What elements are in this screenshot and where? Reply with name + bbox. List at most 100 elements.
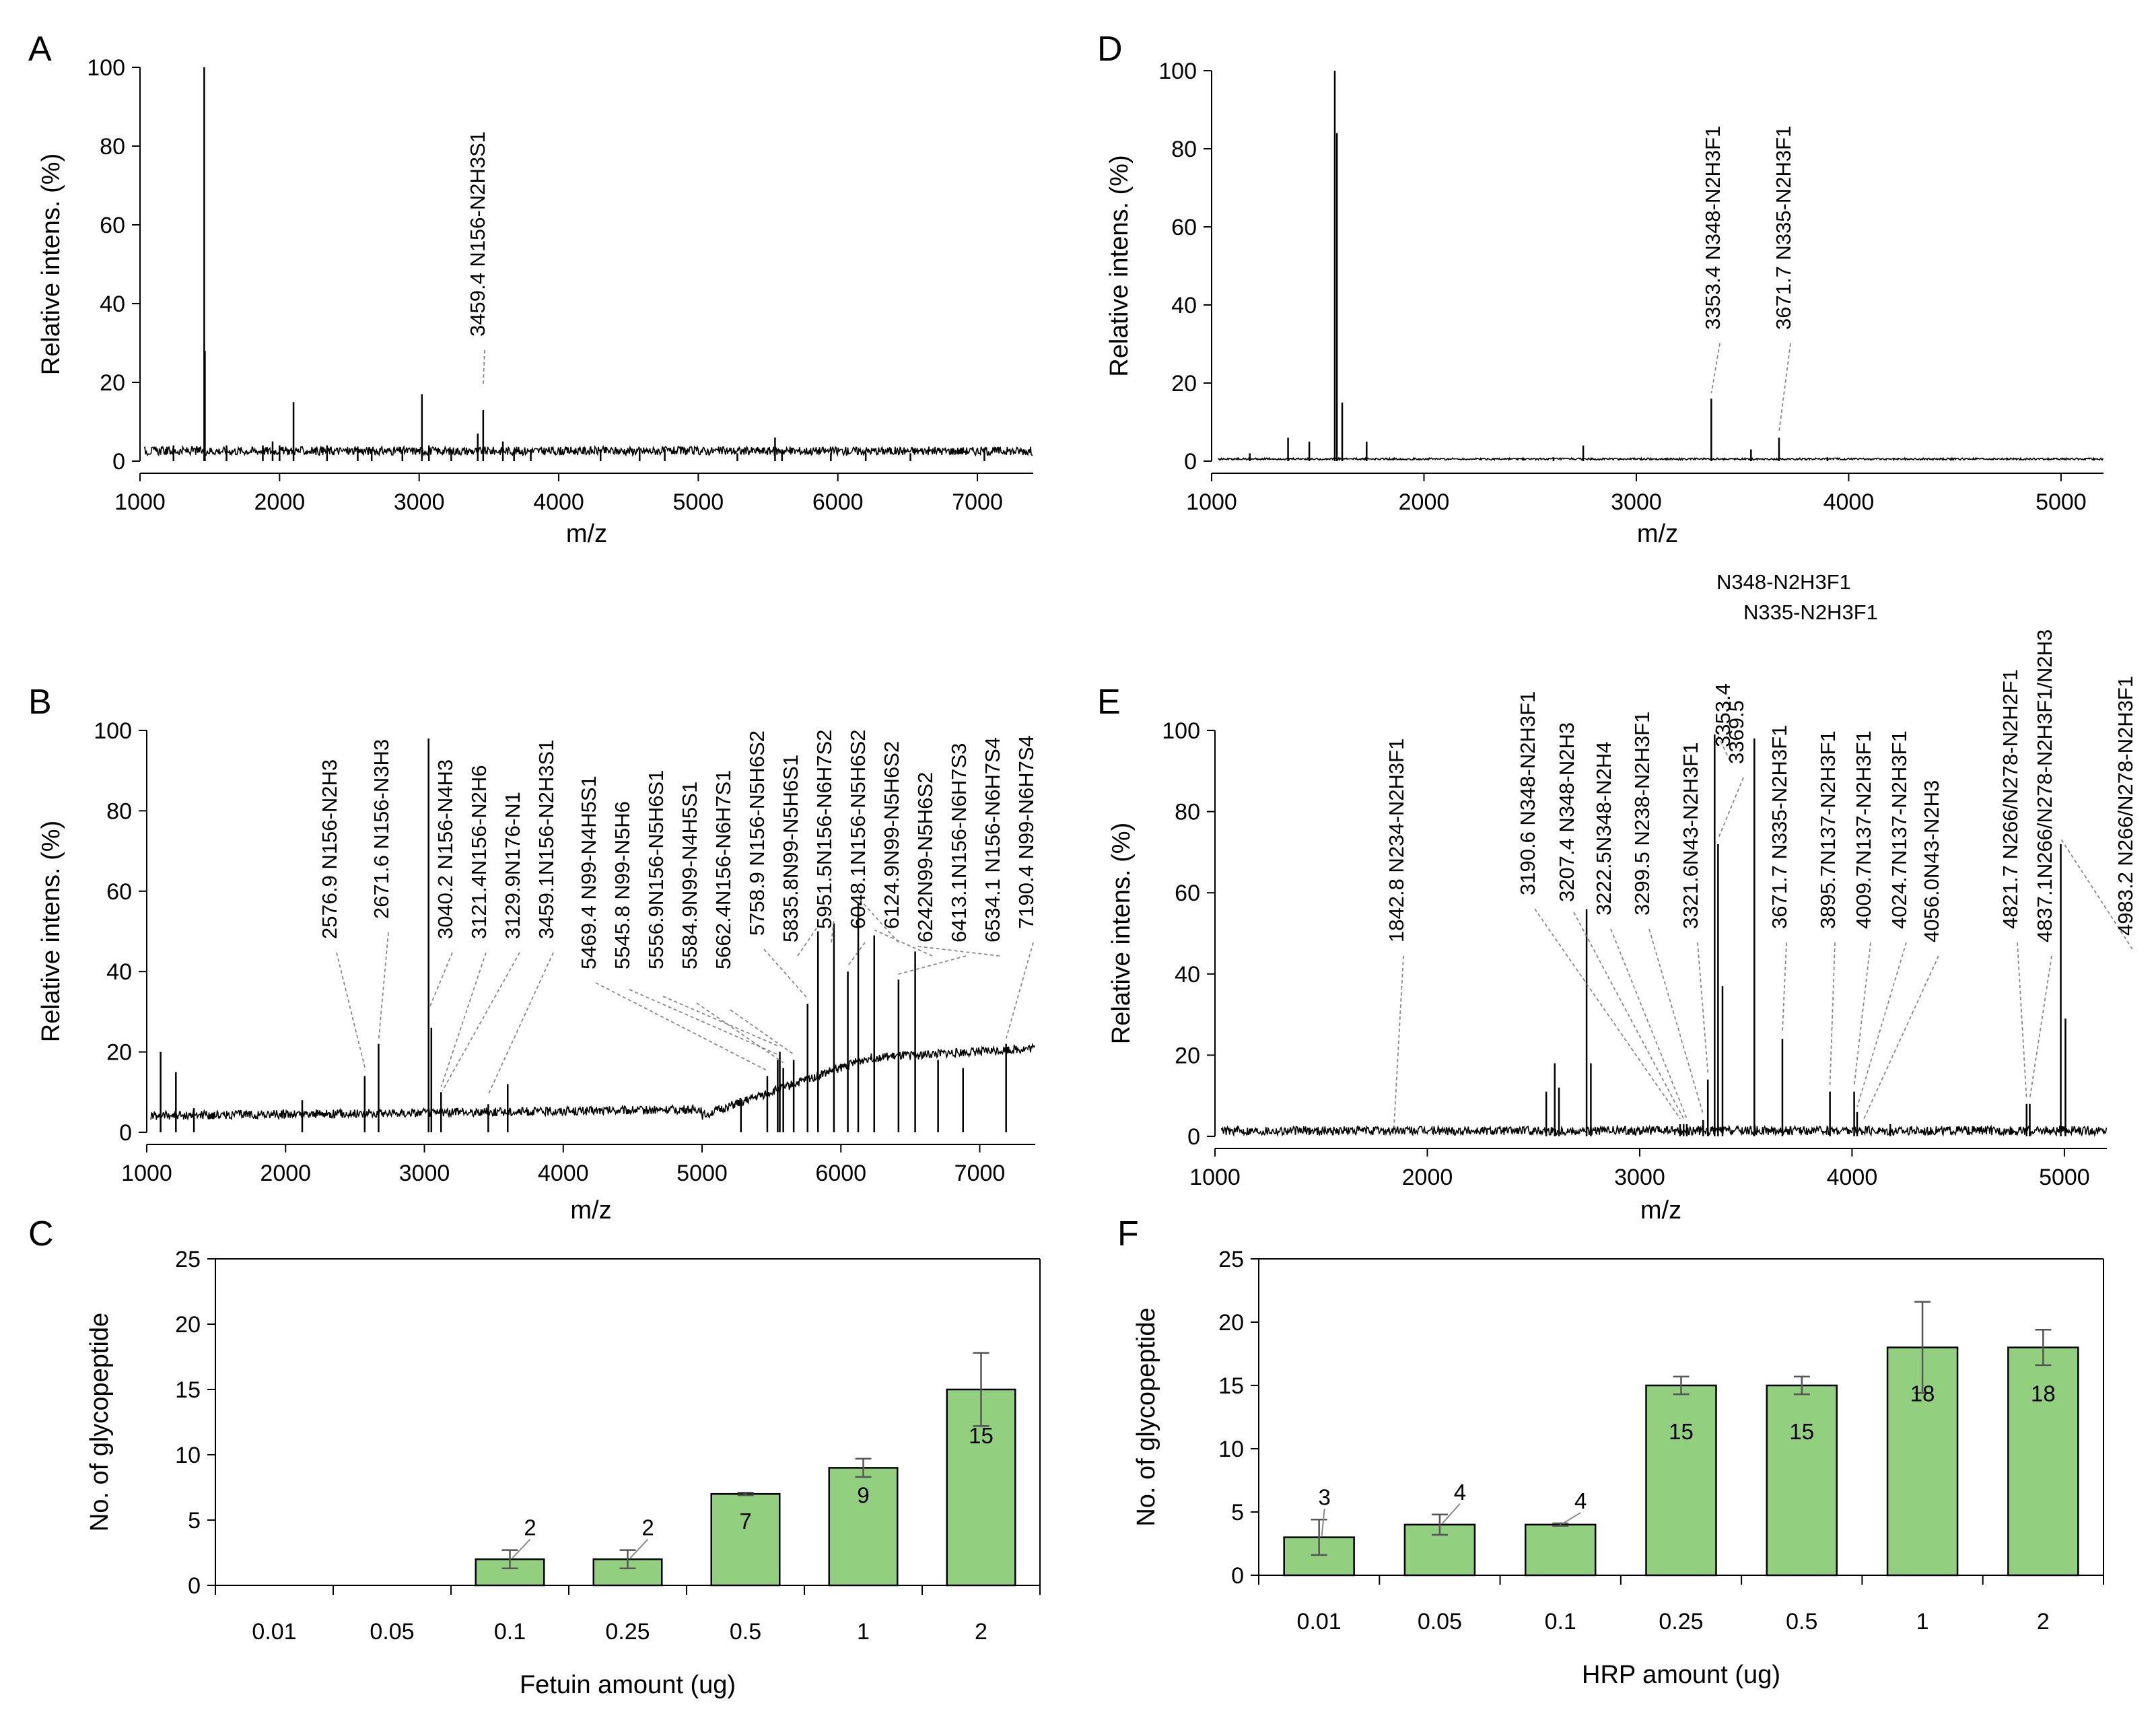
x-tick-label: 0.5	[1786, 1609, 1817, 1635]
x-tick-label: 0.5	[730, 1619, 761, 1645]
bar-value-label: 15	[1789, 1419, 1814, 1444]
annotation-leader	[629, 989, 778, 1056]
y-tick-label: 0	[1184, 449, 1197, 475]
peak-annotation: 4009.7N137-N2H3F1	[1852, 730, 1875, 929]
annotation-leader	[429, 952, 453, 1007]
x-tick-label: 6000	[815, 1161, 866, 1186]
bar	[710, 1492, 781, 1587]
x-tick-label: 2000	[254, 489, 306, 515]
spectrum-panel-e: 0 20 40 60 80 100 1000 2000 3000 4000 5000 m/z Relat…	[1107, 570, 2137, 1225]
peak-annotation: 6534.1 N156-N6H7S4	[981, 737, 1004, 942]
peak-annotation: 3671.7 N335-N2H3F1	[1772, 126, 1795, 330]
peak-annotation: 4056.0N43-N2H3	[1920, 780, 1943, 942]
y-tick-label: 10	[1218, 1437, 1244, 1462]
x-tick-label: 0.1	[494, 1619, 526, 1645]
x-tick-label: 4000	[1827, 1165, 1878, 1190]
x-tick-label: 4000	[533, 489, 584, 515]
y-axis-label: No. of glycopeptide	[85, 1313, 114, 1532]
y-tick-label: 5	[1231, 1500, 1244, 1525]
y-tick-label: 0	[1187, 1124, 1200, 1150]
x-axis-label: m/z	[566, 520, 607, 548]
y-axis-label: No. of glycopeptide	[1132, 1307, 1160, 1526]
peak-annotation: 3207.4 N348-N2H3	[1555, 722, 1578, 902]
x-axis-label: Fetuin amount (ug)	[520, 1671, 736, 1699]
annotation-leader	[1393, 955, 1404, 1128]
y-tick-label: 40	[1175, 962, 1200, 988]
y-tick-label: 40	[100, 291, 125, 317]
bar-value-label: 7	[739, 1509, 751, 1534]
x-tick-label: 1	[857, 1619, 870, 1645]
peak-annotation: 5662.4N156-N6H7S1	[711, 770, 735, 969]
y-tick-label: 0	[112, 449, 125, 475]
panel-label-d: D	[1097, 30, 1123, 69]
y-tick-label: 20	[106, 1040, 132, 1066]
value-label-leader	[1562, 1512, 1581, 1524]
y-tick-label: 80	[100, 134, 125, 160]
y-tick-label: 0	[1231, 1563, 1244, 1589]
spectrum-trace	[143, 444, 1033, 457]
peak-annotation: 3299.5 N238-N2H3F1	[1630, 712, 1654, 916]
annotation-leader	[915, 945, 1000, 957]
bar-value-label: 3	[1318, 1484, 1330, 1509]
annotation-leader	[1781, 942, 1787, 1034]
annotation-leader	[1534, 908, 1681, 1120]
peak-annotation: 3353.4 N348-N2H3F1	[1701, 126, 1725, 330]
spectrum-panel-a: 0 20 40 60 80 100 1000 2000 3000 4000 5000 6000 7000…	[37, 55, 1033, 548]
bar-value-label: 2	[641, 1515, 654, 1540]
annotation-leader	[662, 996, 780, 1047]
panel-label-e: E	[1097, 683, 1121, 722]
annotation-leader	[1856, 942, 1907, 1107]
x-tick-label: 5000	[2039, 1165, 2090, 1190]
x-tick-label: 0.25	[1659, 1609, 1703, 1635]
y-tick-label: 80	[106, 798, 132, 824]
peak-annotation: 2671.6 N156-N3H3	[370, 739, 393, 919]
y-tick-label: 15	[1218, 1373, 1244, 1399]
annotation-leader	[1697, 942, 1709, 1074]
x-tick-label: 3000	[394, 489, 445, 515]
peak-annotation: 6048.1N156-N5H6S2	[846, 730, 870, 929]
annotation-leader	[1717, 777, 1744, 839]
annotation-leader	[696, 1002, 784, 1064]
peak-annotation: 4024.7N137-N2H3F1	[1887, 730, 1911, 929]
peak-annotation: 3222.5N348-N2H4	[1592, 741, 1615, 916]
bar-value-label: 18	[1910, 1381, 1935, 1406]
x-tick-label: 3000	[1614, 1165, 1665, 1190]
annotation-leader	[442, 952, 520, 1091]
peak-annotation: 1842.8 N234-N2H3F1	[1385, 738, 1408, 942]
value-label-leader	[1442, 1503, 1461, 1524]
x-tick-label: 6000	[812, 489, 864, 515]
panel-label-b: B	[28, 683, 52, 722]
peak-annotation: 5835.8N99-N5H6S1	[779, 755, 802, 942]
x-tick-label: 0.05	[370, 1619, 414, 1645]
peak-annotation: 6242N99-N5H6S2	[913, 772, 937, 942]
y-tick-label: 60	[1175, 881, 1200, 906]
annotation-leader	[763, 949, 808, 999]
annotation-leader	[483, 349, 485, 385]
y-tick-label: 60	[106, 879, 132, 905]
x-tick-label: 3000	[1611, 489, 1662, 515]
x-tick-label: 0.1	[1545, 1609, 1576, 1635]
x-tick-label: 0.25	[605, 1619, 650, 1645]
annotation-leader	[440, 952, 487, 1087]
peak-annotation: 3459.4 N156-N2H3S1	[466, 131, 489, 337]
x-axis-label: HRP amount (ug)	[1582, 1661, 1780, 1689]
peak-annotation: 3895.7N137-N2H3F1	[1816, 730, 1840, 929]
y-axis-label: Relative intens. (%)	[1105, 155, 1134, 376]
y-tick-label: 80	[1171, 137, 1197, 162]
peak-annotation: 3040.2 N156-N4H3	[433, 759, 457, 939]
peak-annotation: 4837.1N266/N278-N2H3F1/N2H3	[2033, 629, 2056, 942]
y-tick-label: 10	[175, 1443, 201, 1468]
x-tick-label: 1	[1916, 1609, 1929, 1635]
x-axis-label: m/z	[570, 1196, 611, 1225]
x-tick-label: 1000	[114, 489, 166, 515]
x-tick-label: 0.01	[252, 1619, 296, 1645]
peak-annotation: 3321.6N43-N2H3F1	[1679, 743, 1702, 929]
peak-annotation: 6413.1N156-N6H7S3	[947, 743, 971, 942]
peak-annotation: 5584.9N99-N4H5S1	[678, 782, 701, 969]
bar-value-label: 4	[1574, 1488, 1587, 1513]
bar-value-label: 4	[1454, 1480, 1466, 1505]
peak-annotation: 5758.9 N156-N5H6S2	[745, 730, 769, 936]
bar	[2007, 1346, 2079, 1577]
x-axis-label: m/z	[1640, 1196, 1681, 1225]
